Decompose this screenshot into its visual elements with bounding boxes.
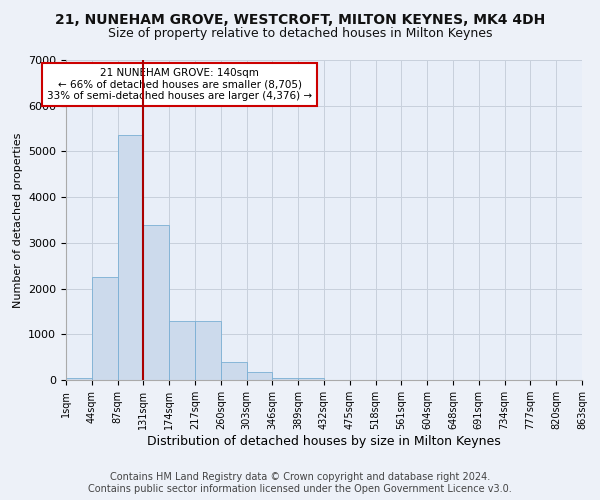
Bar bbox=[195, 320, 221, 380]
Bar bbox=[143, 224, 169, 380]
Text: 21, NUNEHAM GROVE, WESTCROFT, MILTON KEYNES, MK4 4DH: 21, NUNEHAM GROVE, WESTCROFT, MILTON KEY… bbox=[55, 12, 545, 26]
Text: Size of property relative to detached houses in Milton Keynes: Size of property relative to detached ho… bbox=[108, 28, 492, 40]
Bar bbox=[272, 378, 298, 380]
Bar bbox=[118, 136, 143, 380]
Bar bbox=[298, 378, 324, 380]
Bar bbox=[169, 320, 195, 380]
Y-axis label: Number of detached properties: Number of detached properties bbox=[13, 132, 23, 308]
Text: Contains HM Land Registry data © Crown copyright and database right 2024.
Contai: Contains HM Land Registry data © Crown c… bbox=[88, 472, 512, 494]
Bar bbox=[247, 372, 272, 380]
Bar bbox=[92, 277, 118, 380]
Bar bbox=[66, 378, 92, 380]
Text: 21 NUNEHAM GROVE: 140sqm
← 66% of detached houses are smaller (8,705)
33% of sem: 21 NUNEHAM GROVE: 140sqm ← 66% of detach… bbox=[47, 68, 312, 101]
Bar bbox=[221, 362, 247, 380]
X-axis label: Distribution of detached houses by size in Milton Keynes: Distribution of detached houses by size … bbox=[147, 435, 501, 448]
